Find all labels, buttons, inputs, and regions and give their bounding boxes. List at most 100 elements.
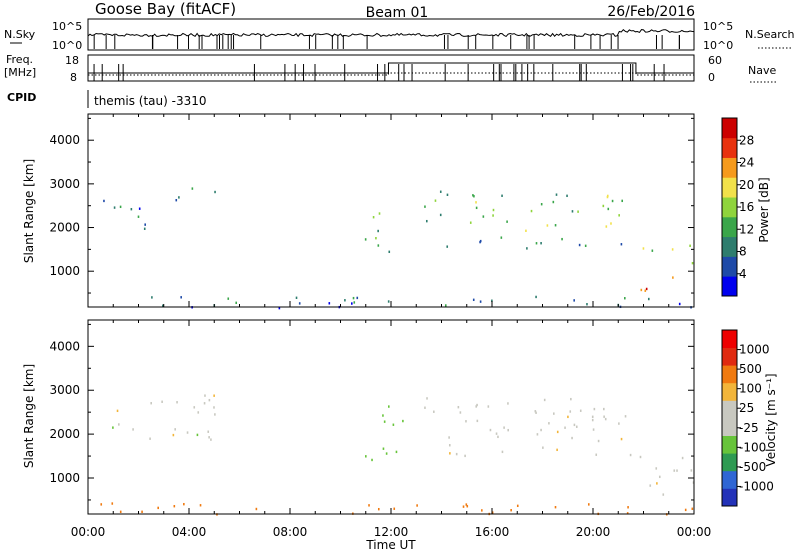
power-background xyxy=(88,114,694,307)
velocity-cell xyxy=(196,433,199,437)
power-cbar-segment xyxy=(722,118,737,139)
power-cell xyxy=(180,296,182,299)
power-cbar-segment xyxy=(722,256,737,277)
power-cbar-segment xyxy=(722,137,737,158)
velocity-cell xyxy=(173,504,176,508)
velocity-cell xyxy=(676,469,678,472)
power-cell xyxy=(525,229,527,232)
velocity-cell xyxy=(656,482,658,485)
noise-right-tick-low: 10^0 xyxy=(703,39,733,52)
time-tick-label: 04:00 xyxy=(172,525,207,539)
velocity-cell xyxy=(462,505,465,508)
power-cell xyxy=(475,201,477,204)
velocity-cell xyxy=(213,394,215,397)
velocity-cell xyxy=(207,430,210,433)
power-cell xyxy=(344,299,346,302)
power-cell xyxy=(530,209,533,213)
velocity-x-ticks xyxy=(87,320,695,514)
power-y-label: Slant Range [km] xyxy=(22,159,36,263)
time-tick-label: 08:00 xyxy=(273,525,308,539)
power-cell xyxy=(378,212,381,215)
power-cbar-tick-label: 16 xyxy=(739,200,754,214)
velocity-cell xyxy=(118,423,120,426)
power-cbar-tick-label: 8 xyxy=(739,245,747,259)
power-cell xyxy=(552,200,555,204)
power-cell xyxy=(278,306,281,310)
time-tick-label: 20:00 xyxy=(576,525,611,539)
velocity-cell xyxy=(465,420,467,423)
velocity-cell xyxy=(655,467,658,470)
velocity-cell xyxy=(662,493,665,496)
velocity-cell xyxy=(535,411,537,414)
velocity-cell xyxy=(112,426,114,429)
velocity-cell xyxy=(624,415,627,418)
velocity-cell xyxy=(487,405,490,408)
velocity-cell xyxy=(597,439,600,443)
velocity-cell xyxy=(150,402,152,405)
velocity-colorbar: 1000 500 100 25 -25 -100 -500 -1000 xyxy=(721,329,774,507)
velocity-cell xyxy=(119,510,122,514)
power-cell xyxy=(113,206,116,209)
velocity-cell xyxy=(141,510,143,513)
date-title: 26/Feb/2016 xyxy=(607,4,695,20)
velocity-cell xyxy=(690,469,693,472)
velocity-cell xyxy=(681,456,684,460)
freq-label-2: [MHz] xyxy=(4,66,36,79)
velocity-cell xyxy=(567,415,569,419)
velocity-cell xyxy=(465,503,468,506)
y-tick-label: 2000 xyxy=(49,221,80,235)
velocity-cell xyxy=(603,407,605,411)
velocity-cell xyxy=(193,406,196,409)
freq-line xyxy=(88,62,694,74)
noise-left-tick-high: 10^5 xyxy=(52,20,82,33)
power-cell xyxy=(561,237,563,241)
velocity-cbar-segment xyxy=(722,418,737,436)
power-cell xyxy=(678,302,681,306)
power-cell xyxy=(469,221,472,224)
power-cell xyxy=(571,210,574,213)
velocity-cell xyxy=(603,415,605,418)
power-cell xyxy=(175,198,178,202)
velocity-cell xyxy=(388,405,390,408)
velocity-cell xyxy=(377,507,380,511)
velocity-cbar-segment xyxy=(722,400,737,419)
power-cell xyxy=(388,250,391,254)
noise-right-label: N.Search xyxy=(745,28,795,41)
velocity-y-label: Slant Range [km] xyxy=(22,364,36,468)
velocity-cell xyxy=(495,432,498,435)
velocity-cell xyxy=(503,426,505,429)
velocity-cell xyxy=(497,435,499,439)
velocity-cell xyxy=(620,437,623,441)
noise-left-label: N.Sky xyxy=(4,28,36,41)
velocity-cell xyxy=(100,503,103,506)
velocity-cell xyxy=(554,505,557,509)
velocity-cell xyxy=(393,507,396,510)
velocity-cell xyxy=(116,409,119,413)
velocity-cell xyxy=(534,410,537,413)
velocity-cbar-segment xyxy=(722,365,737,384)
power-cell xyxy=(645,287,648,291)
power-cell xyxy=(540,242,542,245)
velocity-cell xyxy=(501,450,504,454)
power-cell xyxy=(607,207,610,211)
velocity-cell xyxy=(149,437,151,440)
time-tick-label: 00:00 xyxy=(677,525,712,539)
velocity-cell xyxy=(593,407,596,411)
velocity-cell xyxy=(575,425,578,428)
power-cell xyxy=(647,297,650,301)
y-tick-label: 2000 xyxy=(49,427,80,441)
velocity-cell xyxy=(455,452,458,456)
y-tick-label: 1000 xyxy=(49,264,80,278)
velocity-cell xyxy=(426,397,428,400)
power-cell xyxy=(610,222,612,225)
velocity-cell xyxy=(595,453,598,456)
power-cell xyxy=(620,243,623,246)
power-cell xyxy=(227,297,230,300)
velocity-cell xyxy=(591,418,594,422)
noise-right-tick-high: 10^5 xyxy=(703,20,733,33)
power-cell xyxy=(137,215,140,218)
power-cell xyxy=(691,261,694,265)
velocity-cbar-segment xyxy=(722,347,737,366)
velocity-cell xyxy=(626,512,629,515)
velocity-data xyxy=(100,394,695,516)
